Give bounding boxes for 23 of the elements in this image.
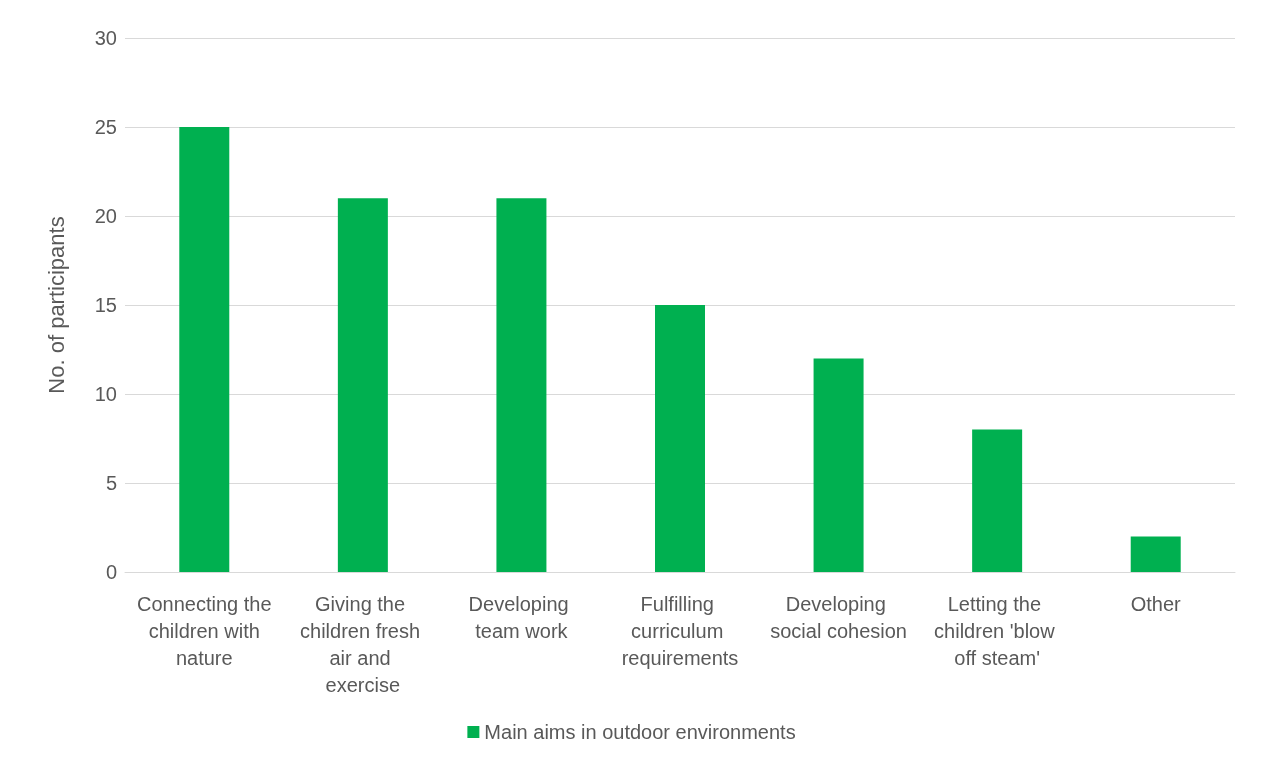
y-tick-label: 10 [94, 383, 117, 405]
bar [179, 127, 230, 572]
legend-label: Main aims in outdoor environments [484, 721, 796, 743]
bar [496, 198, 547, 572]
x-tick-label: Connecting the children with nature [137, 592, 272, 669]
x-tick-label: Fulfilling curriculum requirements [621, 592, 739, 669]
bar [1130, 536, 1181, 572]
x-tick-label: Developing team work [468, 592, 575, 642]
bar [337, 198, 388, 572]
bar [972, 429, 1023, 572]
bar [655, 305, 705, 572]
bar [813, 358, 864, 572]
x-tick-label: Other [1130, 592, 1182, 615]
y-tick-label: 30 [94, 27, 117, 49]
y-axis-title: No. of participants [43, 216, 69, 394]
x-tick-label: Developing social cohesion [770, 592, 907, 642]
y-tick-label: 5 [105, 472, 117, 494]
y-tick-label: 20 [94, 205, 117, 227]
x-tick-label: Letting the children 'blow off steam' [934, 592, 1061, 669]
y-tick-label: 0 [105, 561, 117, 583]
y-tick-label: 15 [94, 294, 117, 316]
y-tick-label: 25 [94, 116, 117, 138]
x-tick-label: Giving the children fresh air and exercise [300, 592, 426, 696]
